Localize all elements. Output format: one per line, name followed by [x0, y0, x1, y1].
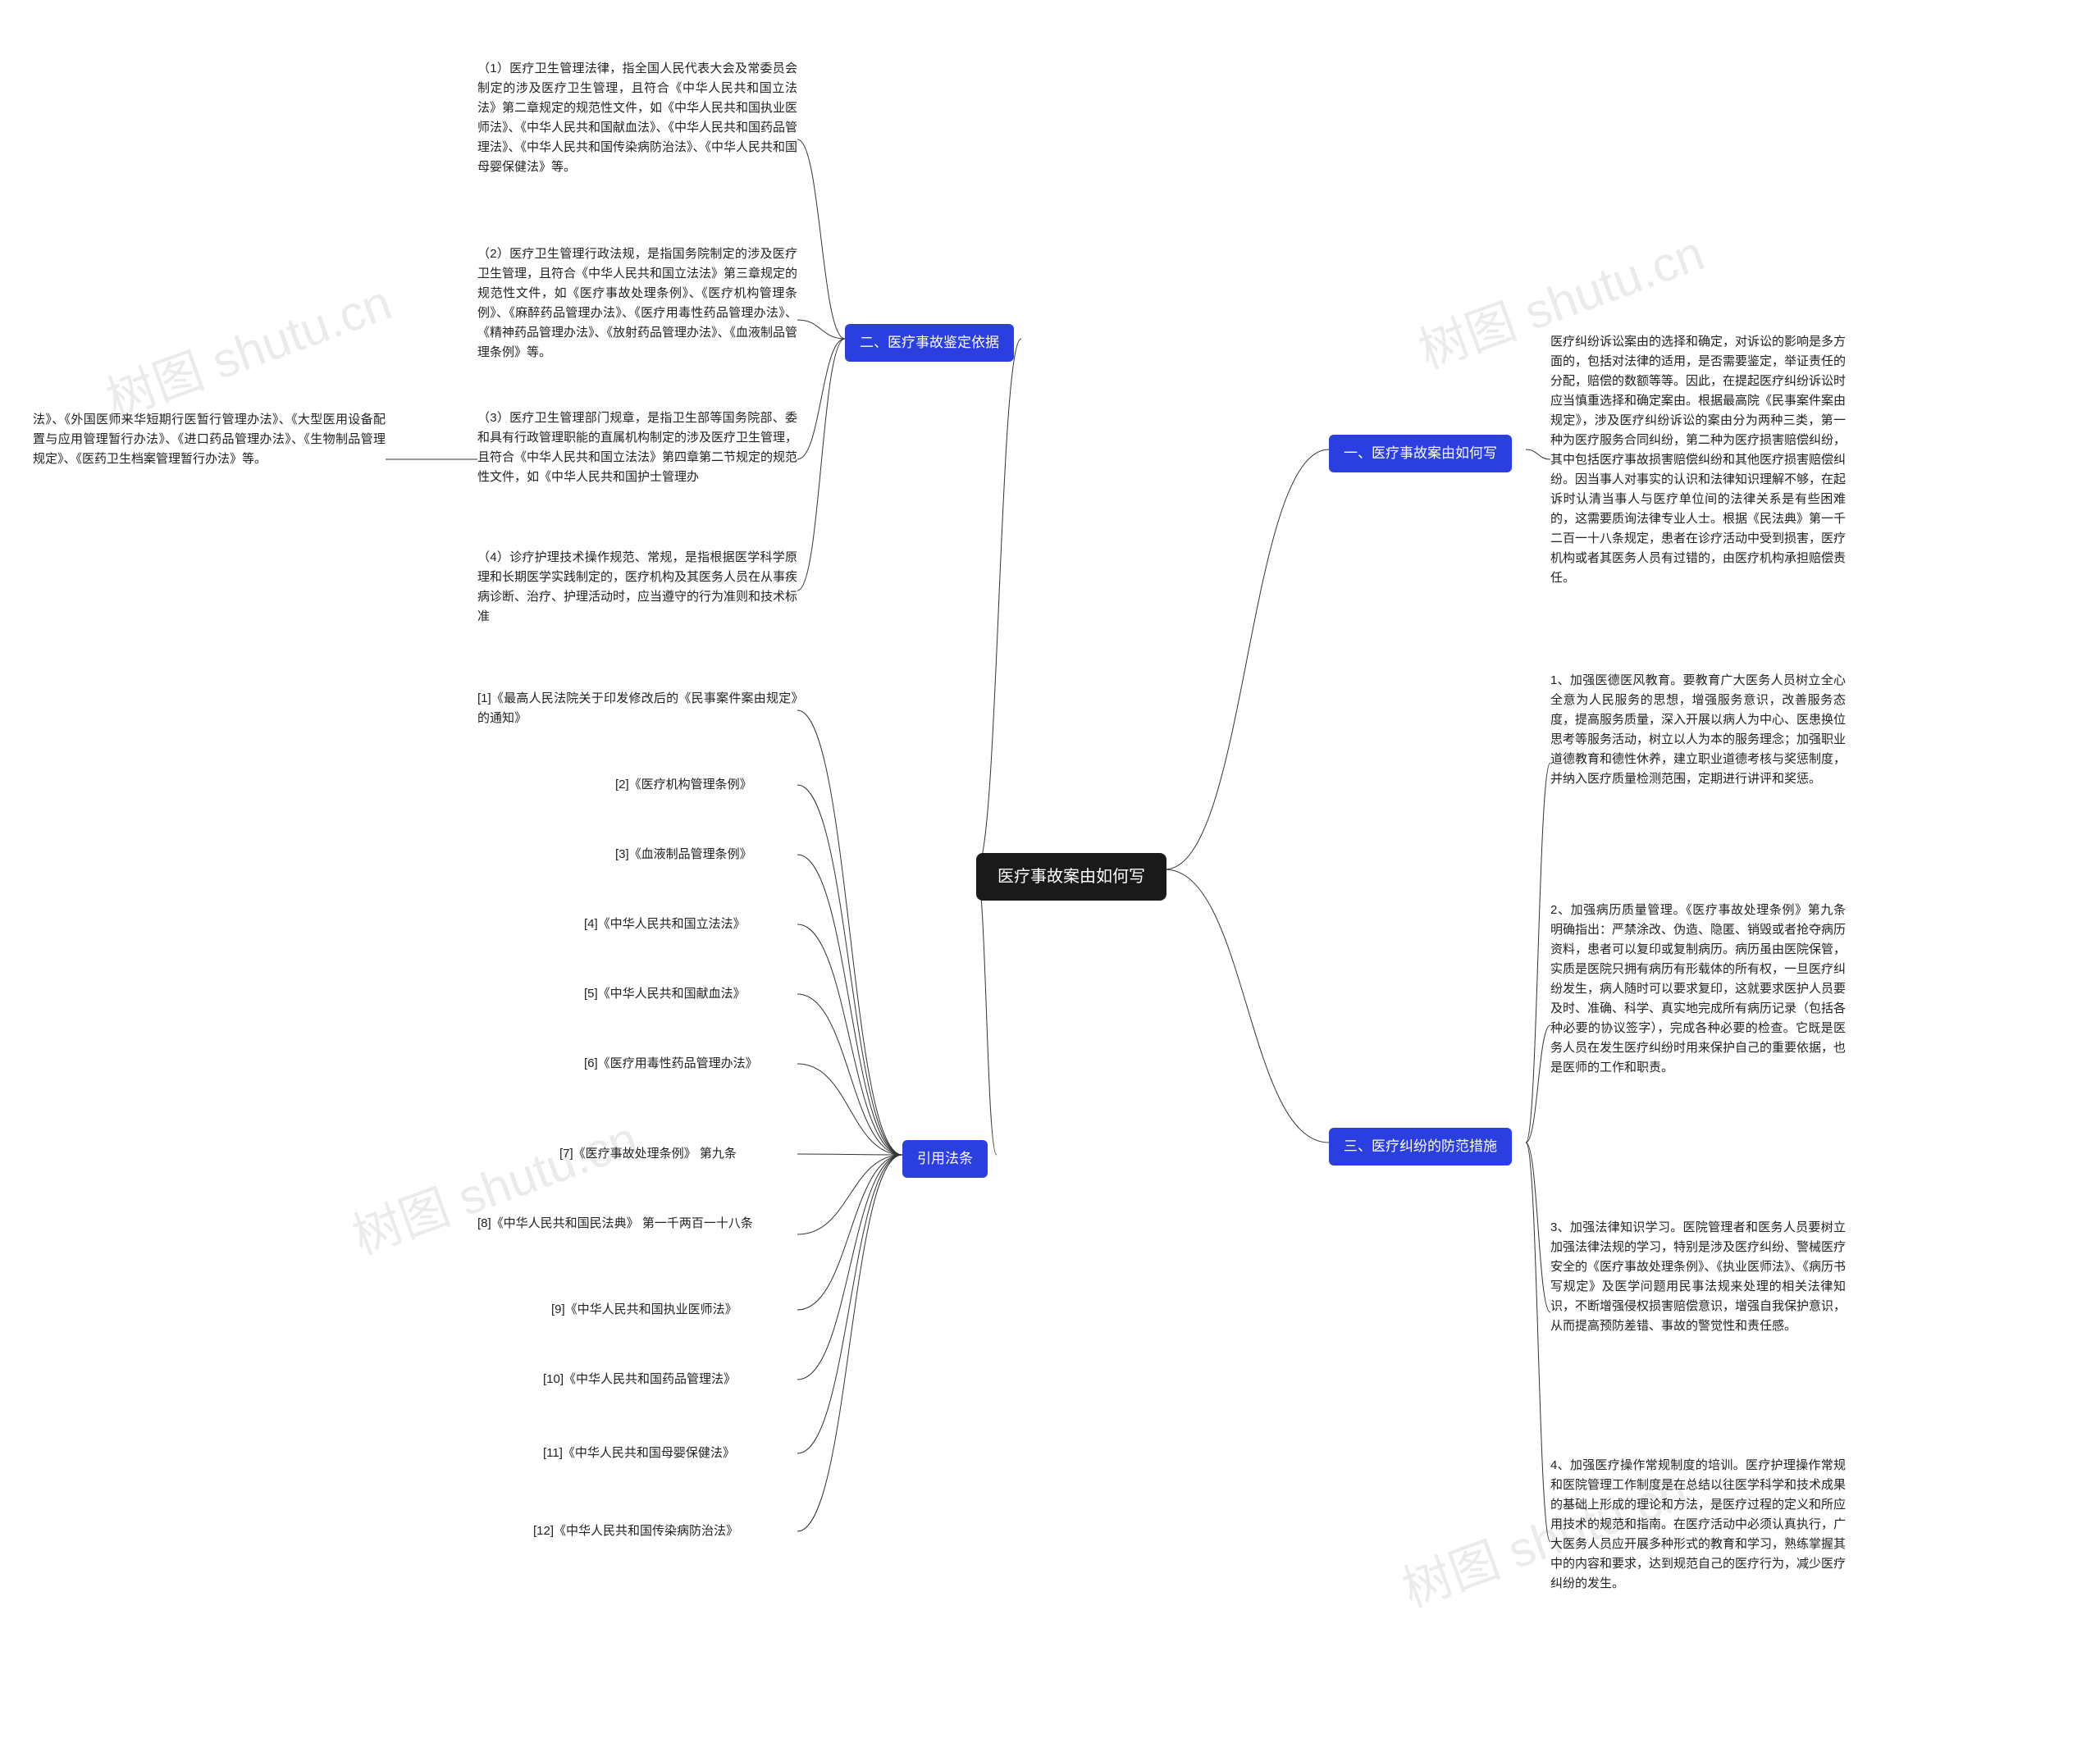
branch-4[interactable]: 引用法条: [902, 1140, 988, 1178]
branch-3[interactable]: 三、医疗纠纷的防范措施: [1329, 1128, 1512, 1166]
leaf-r3c: 3、加强法律知识学习。医院管理者和医务人员要树立加强法律法规的学习，特别是涉及医…: [1550, 1218, 1846, 1336]
leaf-l2c: （3）医疗卫生管理部门规章，是指卫生部等国务院部、委和具有行政管理职能的直属机构…: [477, 408, 797, 487]
leaf-l4-5: [5]《中华人民共和国献血法》: [584, 984, 797, 1004]
mindmap-canvas: 医疗事故案由如何写 一、医疗事故案由如何写 二、医疗事故鉴定依据 三、医疗纠纷的…: [0, 0, 2100, 1738]
leaf-l4-9: [9]《中华人民共和国执业医师法》: [551, 1300, 797, 1320]
leaf-r1: 医疗纠纷诉讼案由的选择和确定，对诉讼的影响是多方面的，包括对法律的适用，是否需要…: [1550, 332, 1846, 588]
leaf-l4-8: [8]《中华人民共和国民法典》 第一千两百一十八条: [477, 1214, 797, 1234]
leaf-l4-6: [6]《医疗用毒性药品管理办法》: [584, 1054, 797, 1074]
leaf-r3b: 2、加强病历质量管理。《医疗事故处理条例》第九条明确指出：严禁涂改、伪造、隐匿、…: [1550, 901, 1846, 1078]
branch-1[interactable]: 一、医疗事故案由如何写: [1329, 435, 1512, 472]
leaf-l4-4: [4]《中华人民共和国立法法》: [584, 915, 797, 934]
leaf-l4-7: [7]《医疗事故处理条例》 第九条: [559, 1144, 806, 1164]
leaf-r3d: 4、加强医疗操作常规制度的培训。医疗护理操作常规和医院管理工作制度是在总结以往医…: [1550, 1456, 1846, 1594]
leaf-l4-2: [2]《医疗机构管理条例》: [615, 775, 804, 795]
leaf-l4-11: [11]《中华人民共和国母婴保健法》: [543, 1444, 797, 1463]
leaf-l4-3: [3]《血液制品管理条例》: [615, 845, 804, 864]
root-node[interactable]: 医疗事故案由如何写: [976, 853, 1166, 901]
branch-2[interactable]: 二、医疗事故鉴定依据: [845, 324, 1014, 362]
leaf-l4-1: [1]《最高人民法院关于印发修改后的《民事案件案由规定》的通知》: [477, 689, 797, 728]
leaf-l2b: （2）医疗卫生管理行政法规，是指国务院制定的涉及医疗卫生管理，且符合《中华人民共…: [477, 244, 797, 363]
leaf-r3a: 1、加强医德医风教育。要教育广大医务人员树立全心全意为人民服务的思想，增强服务意…: [1550, 671, 1846, 789]
leaf-l4-10: [10]《中华人民共和国药品管理法》: [543, 1370, 797, 1389]
leaf-l2c-extra: 法》、《外国医师来华短期行医暂行管理办法》、《大型医用设备配置与应用管理暂行办法…: [33, 410, 386, 469]
leaf-l2d: （4）诊疗护理技术操作规范、常规，是指根据医学科学原理和长期医学实践制定的，医疗…: [477, 548, 797, 627]
leaf-l2a: （1）医疗卫生管理法律，指全国人民代表大会及常委员会制定的涉及医疗卫生管理，且符…: [477, 59, 797, 177]
leaf-l4-12: [12]《中华人民共和国传染病防治法》: [533, 1521, 796, 1541]
